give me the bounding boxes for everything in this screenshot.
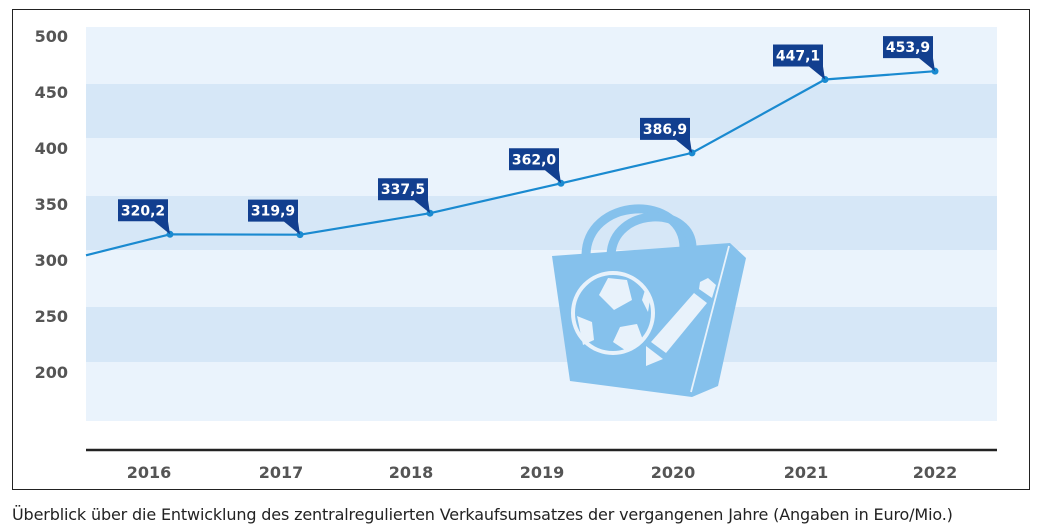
data-label-text: 453,9	[886, 40, 930, 56]
grid-band	[86, 84, 997, 138]
data-label: 362,0	[509, 148, 561, 184]
data-label: 320,2	[118, 199, 170, 235]
grid-band	[86, 27, 997, 84]
data-label-box	[509, 148, 561, 184]
data-label-text: 319,9	[251, 204, 295, 220]
data-label-text: 337,5	[381, 182, 425, 198]
pencil-body	[651, 293, 707, 353]
chart-frame	[12, 9, 1030, 490]
data-label-box	[378, 178, 430, 214]
data-labels: 320,2 319,9 337,5 362,0 386,9 447,1 453,9	[118, 36, 935, 235]
background-bands	[86, 27, 997, 421]
y-tick-label: 450	[35, 83, 68, 102]
grid-band	[86, 362, 997, 421]
pencil-tip	[646, 346, 663, 366]
chart-caption: Überblick über die Entwicklung des zentr…	[12, 505, 953, 524]
data-label-text: 447,1	[776, 48, 820, 64]
bag-handle-back	[581, 204, 689, 259]
data-label: 337,5	[378, 178, 430, 214]
bag-side-edge	[690, 245, 730, 393]
grid-band	[86, 196, 997, 250]
data-label: 319,9	[248, 199, 300, 235]
soccer-ball-icon	[571, 271, 655, 355]
y-tick-label: 500	[35, 27, 68, 46]
data-label-box	[248, 199, 300, 235]
x-tick-label: 2016	[127, 463, 172, 482]
x-tick-label: 2021	[784, 463, 829, 482]
data-label-box	[883, 36, 935, 72]
shopping-bag-icon	[552, 204, 746, 397]
grid-band	[86, 307, 997, 362]
pencil-icon	[646, 278, 716, 366]
grid-band	[86, 250, 997, 307]
y-axis-ticks: 500 450 400 350 300 250 200	[35, 27, 68, 382]
y-tick-label: 200	[35, 363, 68, 382]
y-tick-label: 300	[35, 251, 68, 270]
x-tick-label: 2020	[651, 463, 696, 482]
bag-body	[552, 243, 746, 397]
ball-patch	[613, 324, 643, 352]
y-tick-label: 400	[35, 139, 68, 158]
bag-handle-front	[606, 212, 697, 257]
x-tick-label: 2022	[913, 463, 958, 482]
data-label-text: 386,9	[643, 122, 687, 138]
data-label-box	[773, 44, 825, 80]
data-label: 447,1	[773, 44, 825, 80]
data-label-box	[640, 117, 692, 153]
y-tick-label: 250	[35, 307, 68, 326]
x-tick-label: 2018	[389, 463, 434, 482]
x-tick-label: 2019	[520, 463, 565, 482]
x-axis-ticks: 2016 2017 2018 2019 2020 2021 2022	[127, 463, 958, 482]
pencil-eraser	[699, 278, 716, 298]
y-tick-label: 350	[35, 195, 68, 214]
x-tick-label: 2017	[259, 463, 304, 482]
data-label-text: 320,2	[121, 203, 165, 219]
data-label-text: 362,0	[512, 152, 557, 168]
data-label: 453,9	[883, 36, 935, 72]
series-line	[85, 70, 936, 257]
ball-patch	[577, 316, 594, 345]
ball-patch	[599, 278, 632, 310]
data-label-box	[118, 199, 170, 235]
ball-patch	[642, 290, 650, 312]
data-label: 386,9	[640, 117, 692, 153]
